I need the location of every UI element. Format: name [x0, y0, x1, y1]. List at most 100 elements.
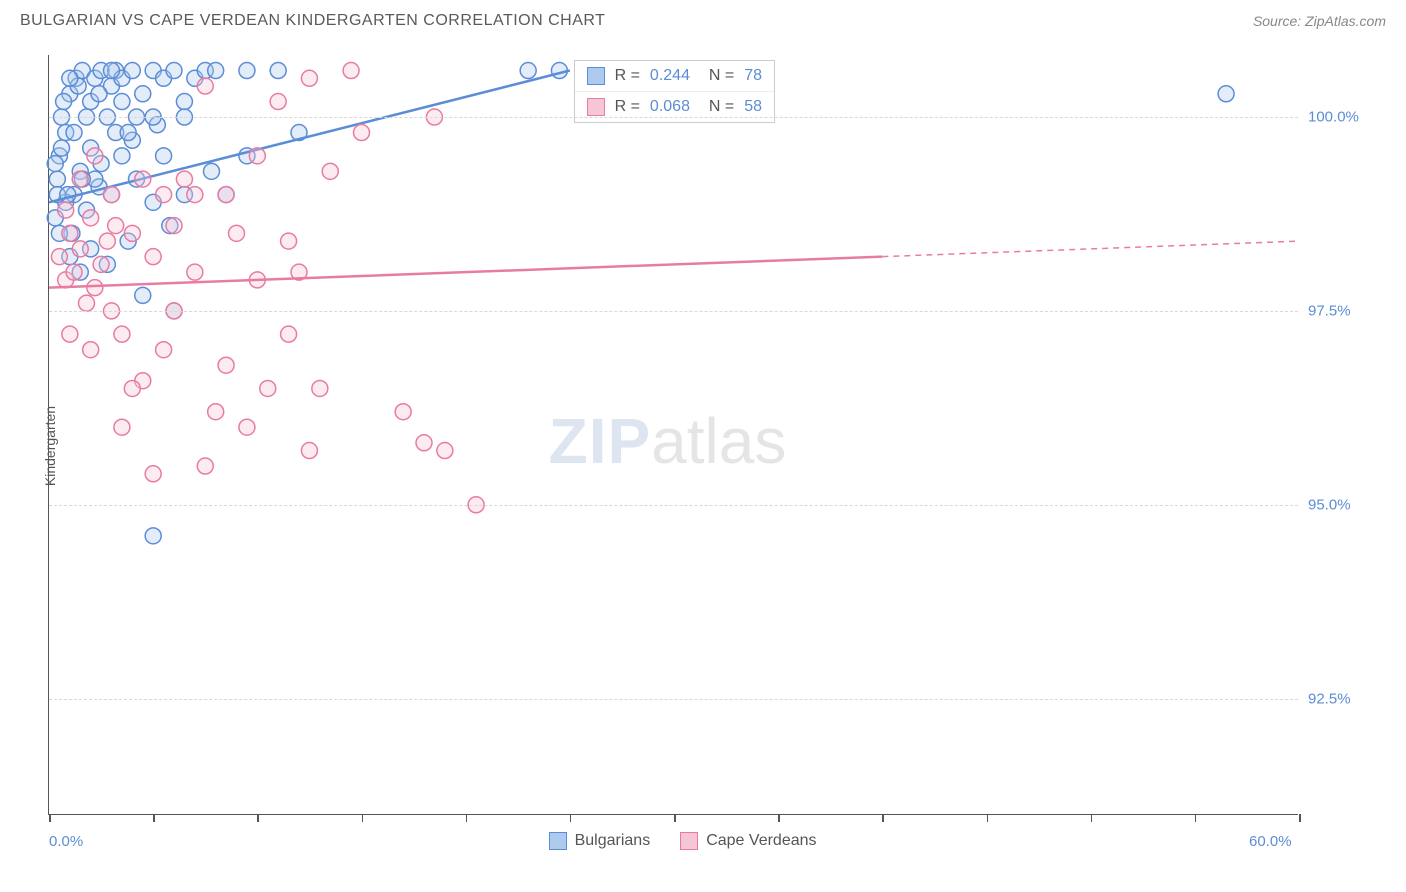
- data-point: [208, 404, 224, 420]
- data-point: [114, 419, 130, 435]
- x-tick: [362, 814, 364, 822]
- legend-r-value: 0.068: [650, 98, 690, 116]
- legend-item: Bulgarians: [549, 832, 651, 850]
- legend-item: Cape Verdeans: [680, 832, 816, 850]
- data-point: [270, 63, 286, 79]
- data-point: [239, 419, 255, 435]
- data-point: [312, 380, 328, 396]
- data-point: [114, 148, 130, 164]
- data-point: [270, 94, 286, 110]
- y-tick-label: 92.5%: [1308, 690, 1378, 707]
- data-point: [260, 380, 276, 396]
- data-point: [301, 70, 317, 86]
- data-point: [145, 466, 161, 482]
- legend-r-label: R =: [615, 67, 640, 85]
- data-point: [218, 187, 234, 203]
- legend-swatch: [587, 98, 605, 116]
- x-tick: [153, 814, 155, 822]
- data-point: [135, 86, 151, 102]
- x-tick-label: 0.0%: [49, 833, 83, 850]
- gridline: [49, 505, 1298, 506]
- data-point: [58, 202, 74, 218]
- data-point: [204, 163, 220, 179]
- data-point: [218, 357, 234, 373]
- data-point: [114, 94, 130, 110]
- data-point: [87, 280, 103, 296]
- data-point: [166, 218, 182, 234]
- data-point: [301, 443, 317, 459]
- correlation-legend: R = 0.244 N = 78R = 0.068 N = 58: [574, 60, 775, 123]
- trend-line-dashed: [882, 241, 1299, 257]
- legend-row: R = 0.244 N = 78: [575, 61, 774, 91]
- x-tick: [778, 814, 780, 822]
- data-point: [343, 63, 359, 79]
- data-point: [156, 187, 172, 203]
- data-point: [135, 171, 151, 187]
- gridline: [49, 699, 1298, 700]
- data-point: [208, 63, 224, 79]
- data-point: [83, 342, 99, 358]
- legend-r-value: 0.244: [650, 67, 690, 85]
- trend-line: [49, 257, 882, 288]
- y-tick-label: 95.0%: [1308, 496, 1378, 513]
- legend-n-value: 78: [744, 67, 762, 85]
- data-point: [281, 326, 297, 342]
- series-legend: Bulgarians Cape Verdeans: [549, 832, 817, 850]
- source-attribution: Source: ZipAtlas.com: [1253, 13, 1386, 29]
- data-point: [197, 458, 213, 474]
- data-point: [520, 63, 536, 79]
- data-point: [66, 125, 82, 141]
- x-tick: [674, 814, 676, 822]
- data-point: [124, 63, 140, 79]
- data-point: [187, 264, 203, 280]
- data-point: [354, 125, 370, 141]
- x-tick: [570, 814, 572, 822]
- data-point: [145, 528, 161, 544]
- data-point: [56, 94, 72, 110]
- data-point: [51, 249, 67, 265]
- data-point: [249, 148, 265, 164]
- data-point: [239, 63, 255, 79]
- x-tick-label: 60.0%: [1249, 833, 1292, 850]
- data-point: [135, 287, 151, 303]
- data-point: [108, 218, 124, 234]
- data-point: [187, 187, 203, 203]
- chart-plot-area: ZIPatlas R = 0.244 N = 78R = 0.068 N = 5…: [48, 55, 1298, 815]
- data-point: [1218, 86, 1234, 102]
- data-point: [124, 380, 140, 396]
- data-point: [197, 78, 213, 94]
- data-point: [72, 241, 88, 257]
- data-point: [93, 256, 109, 272]
- data-point: [176, 171, 192, 187]
- data-point: [91, 86, 107, 102]
- gridline: [49, 117, 1298, 118]
- legend-swatch: [549, 832, 567, 850]
- data-point: [229, 225, 245, 241]
- x-tick: [49, 814, 51, 822]
- legend-n-value: 58: [744, 98, 762, 116]
- data-point: [62, 326, 78, 342]
- scatter-plot-svg: [49, 55, 1298, 814]
- legend-n-label: N =: [700, 98, 734, 116]
- legend-n-label: N =: [700, 67, 734, 85]
- data-point: [437, 443, 453, 459]
- data-point: [104, 187, 120, 203]
- data-point: [87, 148, 103, 164]
- data-point: [99, 233, 115, 249]
- data-point: [124, 225, 140, 241]
- gridline: [49, 311, 1298, 312]
- data-point: [49, 171, 65, 187]
- y-tick-label: 100.0%: [1308, 109, 1378, 126]
- data-point: [62, 70, 78, 86]
- x-tick: [882, 814, 884, 822]
- legend-swatch: [680, 832, 698, 850]
- data-point: [114, 326, 130, 342]
- legend-r-label: R =: [615, 98, 640, 116]
- data-point: [176, 94, 192, 110]
- x-tick: [1091, 814, 1093, 822]
- data-point: [120, 125, 136, 141]
- data-point: [166, 63, 182, 79]
- data-point: [281, 233, 297, 249]
- data-point: [156, 148, 172, 164]
- data-point: [395, 404, 411, 420]
